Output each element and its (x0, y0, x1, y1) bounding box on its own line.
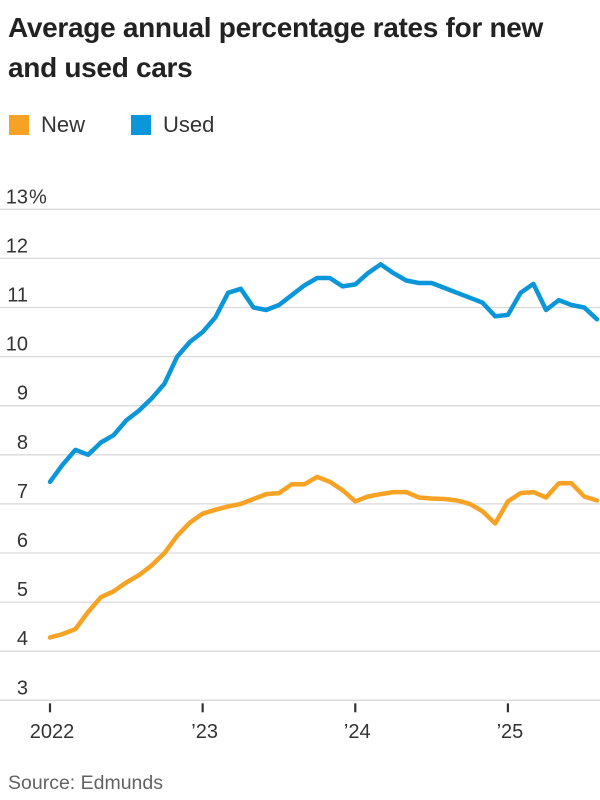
y-axis-label: 4 (17, 628, 28, 650)
legend-swatch-used (131, 115, 152, 135)
y-axis-label: 7 (17, 481, 28, 503)
x-axis-label: ’24 (344, 721, 371, 743)
legend-label-used: Used (163, 112, 215, 137)
legend: New Used (9, 112, 214, 138)
y-axis-label: 11 (7, 285, 28, 307)
y-axis-label: 6 (17, 530, 28, 552)
y-axis-label: 3 (17, 677, 28, 699)
y-axis-label: 8 (17, 432, 28, 454)
series-line-used (47, 262, 600, 485)
x-axis-label: ’23 (191, 721, 218, 743)
legend-swatch-new (9, 115, 29, 135)
y-axis-label: 10 (6, 334, 28, 356)
chart-title: Average annual percentage rates for new … (8, 12, 544, 83)
source-note: Source: Edmunds (8, 772, 164, 794)
legend-label-new: New (41, 112, 86, 137)
x-axis-label: ’25 (497, 721, 524, 743)
series-line-new (47, 474, 600, 640)
y-axis-label: 12 (6, 235, 28, 257)
percent-sign: % (29, 186, 47, 208)
legend-item-new: New (9, 112, 85, 138)
x-axis-label: 2022 (30, 721, 75, 743)
legend-item-used: Used (131, 112, 214, 138)
y-axis-label: 13 (6, 186, 28, 208)
y-axis-label: 5 (17, 579, 28, 601)
y-axis-label: 9 (17, 383, 28, 405)
